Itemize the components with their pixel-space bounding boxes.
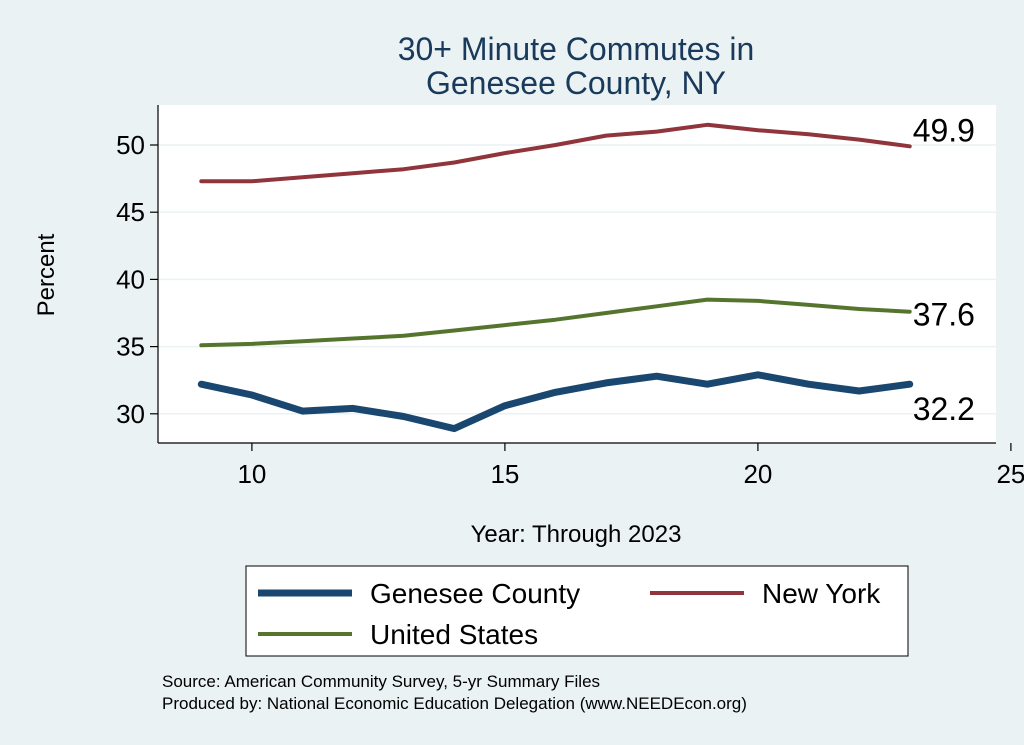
legend-box: [245, 565, 909, 657]
series-line-genesee-county: [197, 371, 914, 433]
chart-title-line-2: Genesee County, NY: [426, 65, 726, 101]
legend: Genesee County New York United States: [258, 578, 881, 650]
x-tick-label-20: 20: [743, 459, 772, 489]
x-tick-label-10: 10: [237, 459, 266, 489]
x-axis-ticks: 10 15 20 25: [237, 443, 1024, 489]
y-tick-label-35: 35: [116, 332, 145, 362]
legend-label-new-york: New York: [762, 578, 881, 609]
series-lines: [197, 122, 914, 433]
series-line-new-york: [199, 122, 912, 184]
end-label-genesee-county: 32.2: [913, 391, 975, 427]
legend-label-united-states: United States: [370, 619, 538, 650]
y-axis-ticks: 30 35 40 45 50: [116, 130, 158, 429]
chart-title-line-1: 30+ Minute Commutes in: [398, 31, 755, 67]
source-note: Source: American Community Survey, 5-yr …: [162, 672, 600, 691]
series-line-united-states: [199, 297, 912, 348]
x-tick-label-25: 25: [996, 459, 1024, 489]
y-tick-label-30: 30: [116, 399, 145, 429]
y-axis-title: Percent: [33, 233, 60, 316]
producer-note: Produced by: National Economic Education…: [162, 694, 747, 713]
end-label-united-states: 37.6: [913, 297, 975, 333]
end-label-new-york: 49.9: [913, 112, 975, 148]
y-tick-label-50: 50: [116, 130, 145, 160]
legend-label-genesee-county: Genesee County: [370, 578, 580, 609]
y-tick-label-40: 40: [116, 264, 145, 294]
y-tick-label-45: 45: [116, 197, 145, 227]
x-axis-title: Year: Through 2023: [471, 521, 682, 548]
end-labels: 49.9 37.6 32.2: [913, 112, 975, 427]
gridlines: [158, 144, 996, 415]
x-tick-label-15: 15: [490, 459, 519, 489]
